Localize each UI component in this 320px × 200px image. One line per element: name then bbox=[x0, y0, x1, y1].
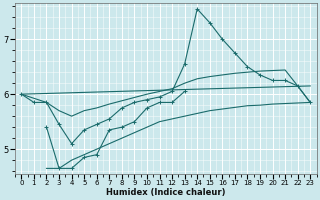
X-axis label: Humidex (Indice chaleur): Humidex (Indice chaleur) bbox=[106, 188, 226, 197]
